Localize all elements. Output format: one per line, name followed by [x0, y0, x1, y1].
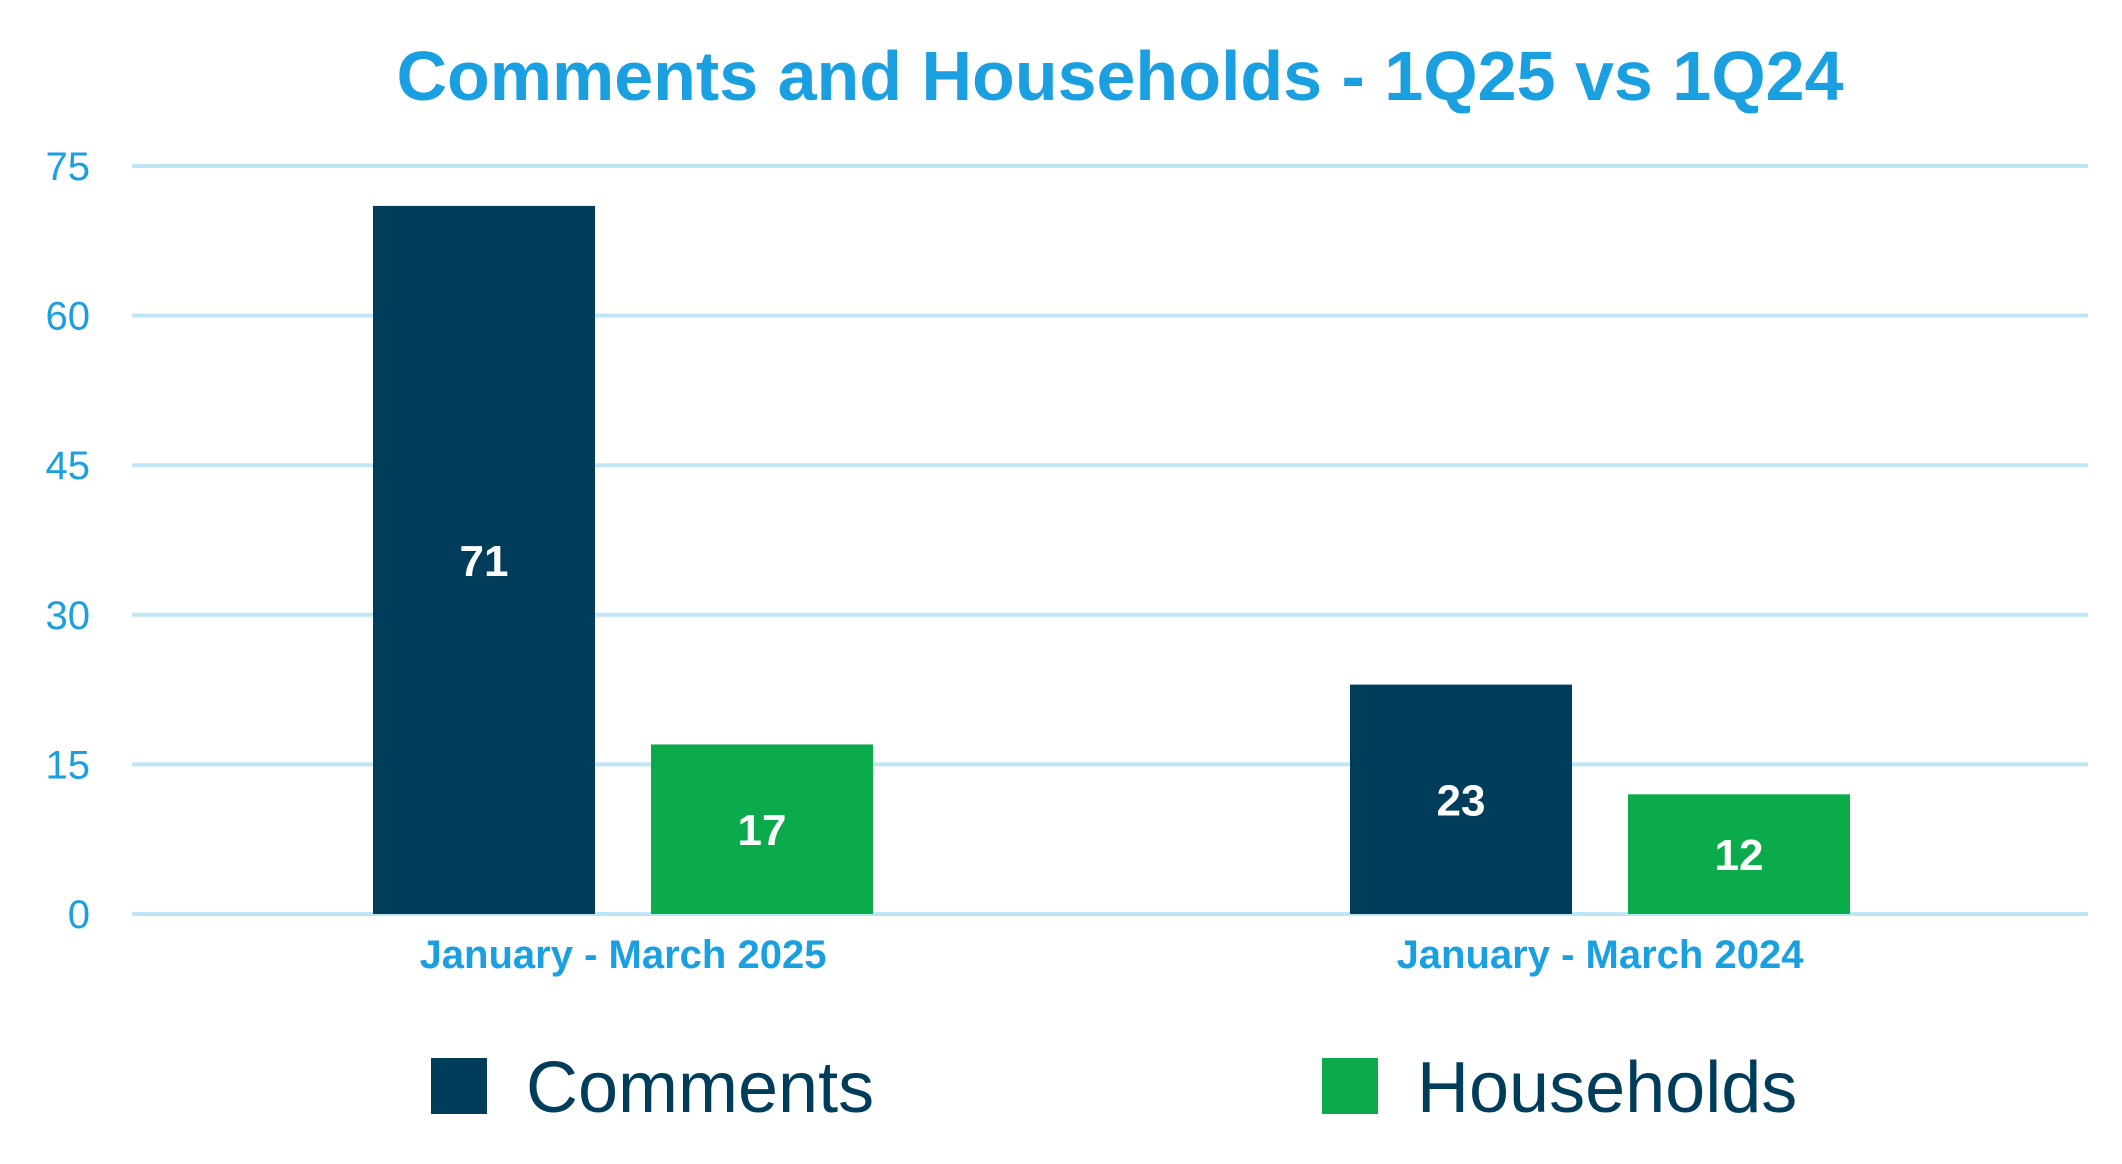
legend-label-comments: Comments [526, 1048, 874, 1128]
data-label-households-1: 12 [1715, 831, 1764, 880]
chart-title: Comments and Households - 1Q25 vs 1Q24 [396, 37, 1843, 115]
x-category-label: January - March 2024 [1397, 933, 1805, 977]
data-label-households-0: 17 [738, 806, 787, 855]
data-label-comments-1: 23 [1437, 776, 1486, 825]
bar-comments-0 [373, 205, 595, 915]
data-label-comments-0: 71 [460, 537, 509, 586]
legend-swatch-households [1322, 1058, 1378, 1114]
legend: Comments Households [431, 1048, 1797, 1128]
y-tick-label: 30 [46, 594, 91, 638]
legend-label-households: Households [1417, 1048, 1797, 1128]
y-tick-label: 15 [46, 743, 91, 787]
bar-comments-1 [1350, 684, 1572, 914]
bar-households-0 [651, 744, 873, 914]
data-labels: 71 23 17 12 [460, 537, 1764, 880]
x-category-label: January - March 2025 [420, 933, 827, 977]
bar-households-1 [1628, 794, 1850, 914]
x-axis-categories: January - March 2025 January - March 2024 [420, 933, 1805, 977]
bars [373, 205, 1850, 915]
y-axis-ticks: 0 15 30 45 60 75 [46, 145, 91, 937]
y-tick-label: 75 [46, 145, 91, 189]
y-tick-label: 0 [68, 893, 90, 937]
y-tick-label: 45 [46, 444, 91, 488]
legend-swatch-comments [431, 1058, 487, 1114]
y-tick-label: 60 [46, 295, 91, 339]
